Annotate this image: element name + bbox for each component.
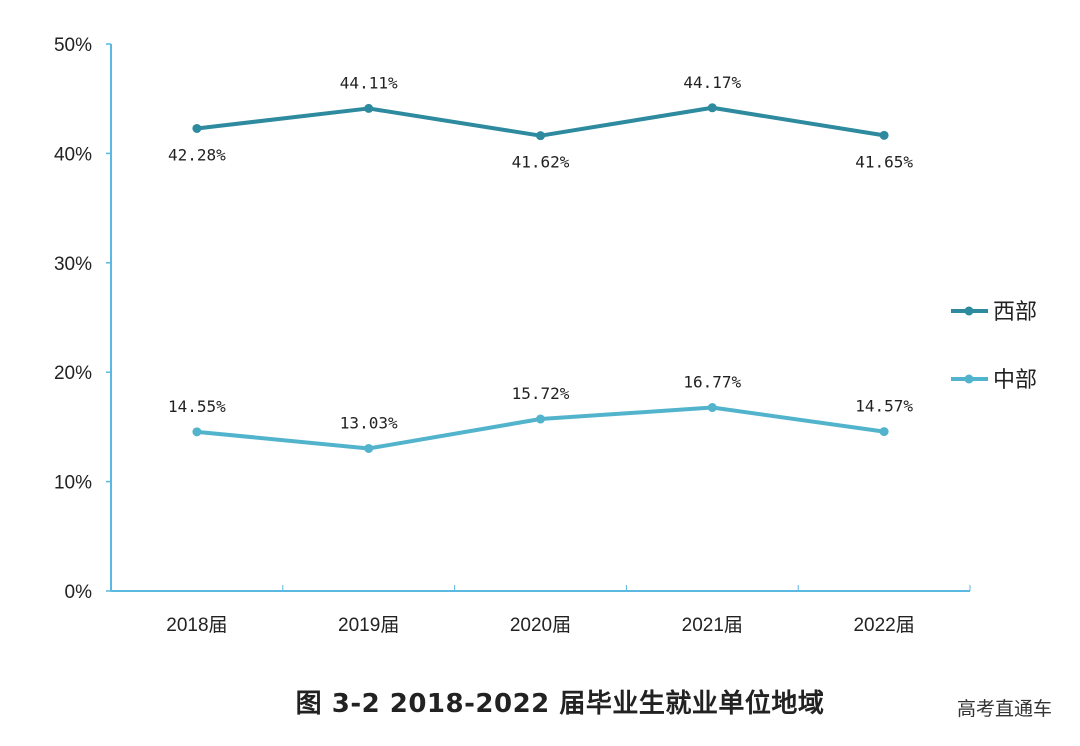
legend-marker xyxy=(964,306,974,316)
y-tick-label: 50% xyxy=(54,35,92,56)
x-tick-label: 2019届 xyxy=(338,615,399,636)
y-tick-label: 30% xyxy=(54,254,92,275)
legend-label: 中部 xyxy=(993,368,1037,393)
watermark: 高考直通车 xyxy=(956,698,1052,720)
data-point xyxy=(879,130,889,140)
x-tick-label: 2021届 xyxy=(682,615,743,636)
data-label: 14.55% xyxy=(168,397,226,416)
data-label: 15.72% xyxy=(512,384,570,403)
data-point xyxy=(364,103,374,113)
series-line-中部 xyxy=(196,405,885,451)
x-tick-label: 2018届 xyxy=(166,615,227,636)
chart-title: 图 3-2 2018-2022 届毕业生就业单位地域 xyxy=(295,689,825,719)
data-point xyxy=(364,443,374,453)
y-tick-label: 10% xyxy=(54,473,92,494)
y-tick-label: 0% xyxy=(65,582,93,603)
data-point xyxy=(192,123,202,133)
data-label: 13.03% xyxy=(340,413,398,432)
legend-label: 西部 xyxy=(993,300,1037,325)
data-point xyxy=(192,427,202,437)
y-tick-label: 40% xyxy=(54,144,92,165)
x-tick-label: 2022届 xyxy=(853,615,914,636)
data-label: 16.77% xyxy=(683,373,741,392)
x-tick-label: 2020届 xyxy=(510,615,571,636)
data-label: 14.57% xyxy=(855,397,913,416)
data-label: 42.28% xyxy=(168,145,226,164)
data-point xyxy=(536,414,545,424)
y-tick-label: 20% xyxy=(54,363,92,384)
data-label: 41.62% xyxy=(512,153,570,172)
data-point xyxy=(707,403,717,413)
data-label: 44.17% xyxy=(683,73,741,92)
data-label: 41.65% xyxy=(855,152,913,171)
data-point xyxy=(879,427,889,437)
data-label: 44.11% xyxy=(340,73,398,92)
data-point xyxy=(536,131,545,141)
legend-marker xyxy=(964,374,974,384)
data-point xyxy=(707,103,717,113)
